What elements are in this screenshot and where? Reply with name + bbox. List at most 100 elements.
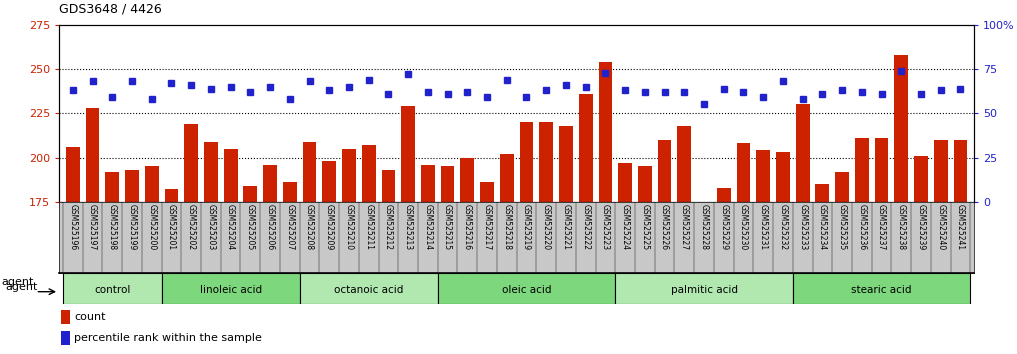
Bar [677,126,692,202]
Bar [618,163,632,202]
Bar [125,170,139,202]
Text: GSM525214: GSM525214 [423,204,432,250]
Text: GSM525221: GSM525221 [561,204,571,250]
Bar [66,147,79,202]
Bar [954,140,967,202]
Bar [224,149,238,202]
Bar [717,188,730,202]
Text: GSM525234: GSM525234 [818,204,827,250]
Text: oleic acid: oleic acid [501,285,551,295]
Text: GSM525223: GSM525223 [601,204,610,250]
Text: GSM525197: GSM525197 [88,204,97,250]
Bar [165,189,178,202]
Text: GSM525208: GSM525208 [305,204,314,250]
Text: GSM525196: GSM525196 [68,204,77,250]
Text: GSM525199: GSM525199 [127,204,136,250]
Bar [795,104,810,202]
Bar [757,150,770,202]
Bar [816,184,829,202]
Bar [855,138,869,202]
Bar [598,62,612,202]
Text: GSM525232: GSM525232 [778,204,787,250]
Bar [342,149,356,202]
Text: GSM525231: GSM525231 [759,204,768,250]
Text: stearic acid: stearic acid [851,285,912,295]
Bar [480,182,494,202]
Text: GSM525230: GSM525230 [739,204,747,250]
Text: GSM525222: GSM525222 [581,204,590,250]
Text: GSM525211: GSM525211 [364,204,373,250]
Text: GSM525219: GSM525219 [522,204,531,250]
Text: GSM525206: GSM525206 [265,204,275,250]
Bar [894,55,908,202]
Bar [243,186,257,202]
Bar [85,108,100,202]
Bar [322,161,337,202]
Text: GSM525239: GSM525239 [916,204,925,250]
Text: GSM525202: GSM525202 [187,204,195,250]
Text: GSM525233: GSM525233 [798,204,807,250]
Bar [934,140,948,202]
Bar [402,106,415,202]
Bar [303,142,316,202]
Text: GSM525229: GSM525229 [719,204,728,250]
Bar [835,172,849,202]
Text: agent: agent [2,277,35,287]
Text: GSM525241: GSM525241 [956,204,965,250]
Text: GSM525220: GSM525220 [542,204,551,250]
Text: GSM525227: GSM525227 [679,204,689,250]
Text: count: count [74,312,106,322]
Text: GSM525203: GSM525203 [206,204,216,250]
Bar [776,152,790,202]
Bar [283,182,297,202]
Text: GSM525213: GSM525213 [404,204,413,250]
Bar [520,122,533,202]
Bar [875,138,889,202]
Bar [615,273,793,304]
Bar [461,158,474,202]
Bar [539,122,553,202]
Bar [793,273,970,304]
Bar [914,156,928,202]
Text: GSM525210: GSM525210 [345,204,354,250]
Bar [421,165,435,202]
Text: control: control [94,285,130,295]
Text: percentile rank within the sample: percentile rank within the sample [74,333,262,343]
Bar [184,124,198,202]
Bar [263,165,277,202]
Bar [440,166,455,202]
Text: GSM525200: GSM525200 [147,204,157,250]
Text: GSM525240: GSM525240 [937,204,945,250]
Bar [697,202,711,207]
Bar [579,94,593,202]
Bar [437,273,615,304]
Text: GDS3648 / 4426: GDS3648 / 4426 [59,3,162,16]
Text: GSM525201: GSM525201 [167,204,176,250]
Text: GSM525236: GSM525236 [857,204,866,250]
Text: GSM525215: GSM525215 [443,204,453,250]
Text: GSM525204: GSM525204 [226,204,235,250]
Text: linoleic acid: linoleic acid [199,285,261,295]
Bar [61,331,70,345]
Text: GSM525207: GSM525207 [286,204,294,250]
Text: GSM525224: GSM525224 [620,204,630,250]
Text: GSM525238: GSM525238 [897,204,906,250]
Text: GSM525226: GSM525226 [660,204,669,250]
Text: GSM525228: GSM525228 [700,204,709,250]
Text: GSM525225: GSM525225 [641,204,650,250]
Text: GSM525198: GSM525198 [108,204,117,250]
Text: palmitic acid: palmitic acid [670,285,737,295]
Bar [300,273,437,304]
Bar [381,170,396,202]
Text: GSM525205: GSM525205 [246,204,255,250]
Bar [736,143,751,202]
Text: GSM525235: GSM525235 [838,204,846,250]
Bar [162,273,300,304]
Bar [63,273,162,304]
Text: agent: agent [5,282,38,292]
Text: GSM525217: GSM525217 [482,204,491,250]
Text: GSM525212: GSM525212 [383,204,393,250]
Bar [362,145,375,202]
Bar [144,166,159,202]
Text: octanoic acid: octanoic acid [334,285,404,295]
